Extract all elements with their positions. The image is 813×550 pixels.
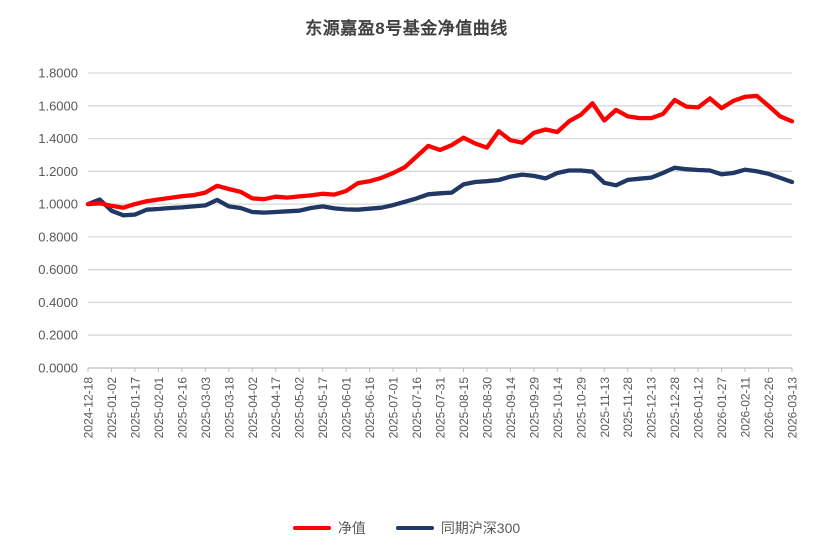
svg-text:1.2000: 1.2000 xyxy=(38,164,78,179)
svg-text:2026-02-26: 2026-02-26 xyxy=(762,377,776,439)
svg-text:2025-05-17: 2025-05-17 xyxy=(316,377,330,439)
svg-text:2025-02-16: 2025-02-16 xyxy=(175,377,189,439)
svg-text:2025-11-13: 2025-11-13 xyxy=(598,377,612,438)
legend-item-nav: 净值 xyxy=(292,518,366,538)
svg-text:0.8000: 0.8000 xyxy=(38,229,78,244)
svg-text:2025-10-14: 2025-10-14 xyxy=(551,377,565,439)
svg-text:2025-09-29: 2025-09-29 xyxy=(527,377,541,439)
svg-text:2025-12-13: 2025-12-13 xyxy=(645,377,659,439)
svg-text:2026-03-13: 2026-03-13 xyxy=(786,377,800,439)
y-axis-labels: 0.0000 0.2000 0.4000 0.6000 0.8000 1.0000 1.20… xyxy=(38,66,78,376)
svg-text:1.8000: 1.8000 xyxy=(38,66,78,81)
gridlines xyxy=(88,72,792,336)
svg-text:1.6000: 1.6000 xyxy=(38,98,78,113)
svg-text:2025-07-01: 2025-07-01 xyxy=(387,377,401,439)
nav-line xyxy=(85,93,795,210)
svg-text:2025-11-28: 2025-11-28 xyxy=(621,377,635,438)
svg-text:2025-10-29: 2025-10-29 xyxy=(574,377,588,439)
svg-text:2025-01-17: 2025-01-17 xyxy=(128,377,142,439)
svg-text:2025-07-31: 2025-07-31 xyxy=(434,377,448,439)
chart-legend: 净值 同期沪深300 xyxy=(0,512,813,544)
svg-text:2025-09-14: 2025-09-14 xyxy=(504,377,518,439)
svg-text:2025-12-28: 2025-12-28 xyxy=(668,377,682,439)
legend-label-nav: 净值 xyxy=(337,520,366,536)
chart-title: 东源嘉盈8号基金净值曲线 xyxy=(305,19,508,38)
legend-item-benchmark: 同期沪深300 xyxy=(395,518,521,538)
svg-text:2025-03-03: 2025-03-03 xyxy=(199,377,213,439)
svg-text:0.2000: 0.2000 xyxy=(38,328,78,343)
svg-text:0.4000: 0.4000 xyxy=(38,295,78,310)
svg-text:2026-01-12: 2026-01-12 xyxy=(692,377,706,439)
svg-text:2026-02-11: 2026-02-11 xyxy=(739,377,753,438)
svg-text:2025-01-02: 2025-01-02 xyxy=(105,377,119,439)
x-axis: 2024-12-18 2025-01-02 2025-01-17 2025-02-01… xyxy=(82,367,800,439)
svg-text:2025-07-16: 2025-07-16 xyxy=(410,377,424,439)
benchmark-line-swatch xyxy=(395,526,434,530)
legend-label-benchmark: 同期沪深300 xyxy=(440,520,521,536)
benchmark-line xyxy=(85,165,795,218)
svg-text:0.6000: 0.6000 xyxy=(38,262,78,277)
svg-text:2024-12-18: 2024-12-18 xyxy=(82,377,96,439)
svg-text:2025-03-18: 2025-03-18 xyxy=(222,377,236,439)
svg-text:2025-02-01: 2025-02-01 xyxy=(152,377,166,439)
svg-text:2025-08-30: 2025-08-30 xyxy=(480,377,494,439)
svg-text:2025-04-02: 2025-04-02 xyxy=(246,377,260,439)
svg-text:2025-05-02: 2025-05-02 xyxy=(293,377,307,439)
svg-text:2025-06-16: 2025-06-16 xyxy=(363,377,377,439)
svg-text:1.4000: 1.4000 xyxy=(38,131,78,146)
svg-text:2025-08-15: 2025-08-15 xyxy=(457,377,471,439)
svg-text:0.0000: 0.0000 xyxy=(38,361,78,376)
svg-text:2026-01-27: 2026-01-27 xyxy=(715,377,729,439)
svg-text:2025-06-01: 2025-06-01 xyxy=(340,377,354,439)
nav-line-swatch xyxy=(292,526,331,530)
svg-text:1.0000: 1.0000 xyxy=(38,197,78,212)
svg-text:2025-04-17: 2025-04-17 xyxy=(269,377,283,439)
